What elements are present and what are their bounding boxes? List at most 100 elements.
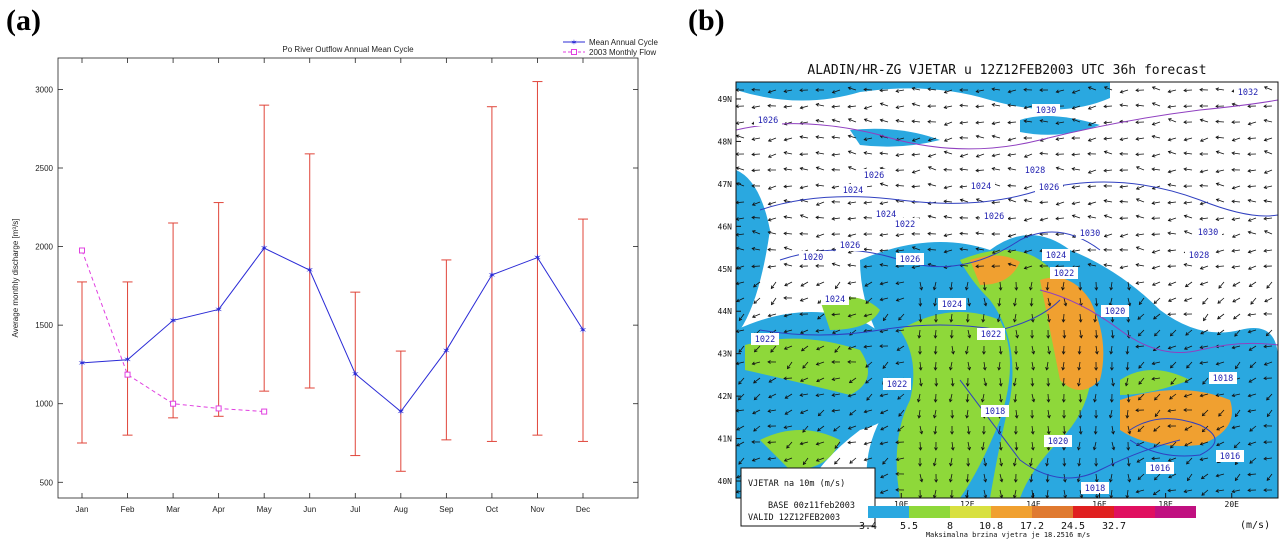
isobar-label-bg bbox=[883, 378, 911, 390]
isobar-label-bg bbox=[1209, 372, 1237, 384]
isobar-label: 1020 bbox=[1105, 307, 1125, 317]
colorbar-tick-label: 8 bbox=[947, 521, 953, 532]
series-line-0 bbox=[81, 247, 584, 413]
isobar-label-bg bbox=[967, 180, 995, 192]
isobar-label-bg bbox=[980, 210, 1008, 222]
data-point-square bbox=[261, 408, 268, 415]
series-group: ✶ ✶ ✶ ✶ ✶ ✶ ✶ ✶ ✶ ✶ ✶ ✶ bbox=[78, 244, 587, 418]
data-point-star: ✶ bbox=[123, 355, 131, 366]
isobar-label-bg bbox=[1146, 462, 1174, 474]
isobar-label-bg bbox=[839, 184, 867, 196]
isobar-label: 1028 bbox=[1025, 166, 1045, 176]
isobar-label: 1016 bbox=[1220, 452, 1240, 462]
isobar-label: 1016 bbox=[1150, 464, 1170, 474]
isobar-label: 1026 bbox=[864, 171, 884, 181]
x-tick-label: Sep bbox=[439, 505, 454, 514]
isobar-label-bg bbox=[1035, 181, 1063, 193]
x-tick-label: Jul bbox=[350, 505, 360, 514]
isobar-label-bg bbox=[1044, 435, 1072, 447]
y-tick-label: 3000 bbox=[35, 85, 53, 94]
colorbar-tick-label: 10.8 bbox=[979, 521, 1003, 532]
discharge-chart: Po River Outflow Annual Mean Cycle 500 10… bbox=[11, 38, 658, 514]
isobar-label: 1020 bbox=[803, 253, 823, 263]
legend-entry: Mean Annual Cycle bbox=[589, 38, 658, 47]
colorbar-unit: (m/s) bbox=[1240, 520, 1270, 531]
isobar-label-bg bbox=[754, 114, 782, 126]
isobar-labels: 1032 1030 1030 1030 1028 1028 1026 1026 1026 1026… bbox=[751, 86, 1262, 494]
data-point-star: ✶ bbox=[351, 369, 359, 380]
y-tick-label: 2000 bbox=[35, 243, 53, 252]
isobar-label-bg bbox=[1042, 249, 1070, 261]
isobar-label-bg bbox=[751, 333, 779, 345]
isobar-label: 1022 bbox=[755, 335, 775, 345]
legend-marker bbox=[571, 49, 577, 55]
isobar-label: 1020 bbox=[1048, 437, 1068, 447]
legend-box-line2: BASE 00z11feb2003 bbox=[768, 501, 855, 511]
isobar-label: 1024 bbox=[876, 210, 896, 220]
isobar-label: 1030 bbox=[1198, 228, 1218, 238]
y-tick-label: 2500 bbox=[35, 164, 53, 173]
latitude-axis: 49N 48N 47N 46N 45N 44N 43N 42N 41N 40N bbox=[718, 95, 741, 486]
isobar-label-bg bbox=[1050, 267, 1078, 279]
lat-tick-label: 48N bbox=[718, 137, 733, 146]
wind-vectors bbox=[736, 86, 1273, 498]
y-tick-label: 1500 bbox=[35, 321, 53, 330]
isobar-label-bg bbox=[1032, 104, 1060, 116]
colorbar-caption: Maksimalna brzina vjetra je 18.2516 m/s bbox=[926, 531, 1090, 539]
isobar-label-bg bbox=[1216, 450, 1244, 462]
y-tick-label: 500 bbox=[40, 478, 54, 487]
colorbar-tick-label: 3.4 bbox=[859, 521, 877, 532]
isobar-label: 1024 bbox=[843, 186, 863, 196]
legend-box-line1: VJETAR na 10m (m/s) bbox=[748, 479, 845, 489]
isobar-label: 1028 bbox=[1189, 251, 1209, 261]
colorbar-swatch bbox=[991, 506, 1032, 518]
x-tick-label: Oct bbox=[486, 505, 499, 514]
legend-marker: ✶ bbox=[571, 38, 578, 47]
lat-tick-label: 44N bbox=[718, 307, 733, 316]
y-axis-label: Average monthly discharge [m³/s] bbox=[11, 218, 20, 337]
data-point-square bbox=[124, 371, 131, 378]
x-tick-label: Jan bbox=[76, 505, 89, 514]
data-point-star: ✶ bbox=[169, 316, 177, 327]
isobar-label: 1026 bbox=[1039, 183, 1059, 193]
isobar-label-bg bbox=[1076, 227, 1104, 239]
x-tick-label: Mar bbox=[166, 505, 180, 514]
lat-tick-label: 43N bbox=[718, 350, 733, 359]
isobar-label-bg bbox=[1185, 249, 1213, 261]
isobar-label: 1018 bbox=[985, 407, 1005, 417]
colorbar-tick-label: 5.5 bbox=[900, 521, 918, 532]
lat-tick-label: 47N bbox=[718, 180, 733, 189]
lat-tick-label: 42N bbox=[718, 392, 733, 401]
isobar-label-bg bbox=[836, 239, 864, 251]
isobar-label: 1030 bbox=[1036, 106, 1056, 116]
isobar-label-bg bbox=[896, 253, 924, 265]
isobar-label-bg bbox=[981, 405, 1009, 417]
isobar-label: 1026 bbox=[840, 241, 860, 251]
panel-label-b: (b) bbox=[688, 4, 725, 37]
x-tick-label: Nov bbox=[530, 505, 544, 514]
y-tick-label: 1000 bbox=[35, 400, 53, 409]
x-tick-label: Aug bbox=[394, 505, 408, 514]
lon-tick-label: 16E bbox=[1092, 500, 1107, 509]
isobar-label-bg bbox=[938, 298, 966, 310]
x-tick-label: Feb bbox=[121, 505, 135, 514]
data-point-star: ✶ bbox=[488, 270, 496, 281]
data-point-star: ✶ bbox=[579, 325, 587, 336]
colorbar-tick-label: 32.7 bbox=[1102, 521, 1126, 532]
isobar-label-bg bbox=[1234, 86, 1262, 98]
colorbar-swatch bbox=[1155, 506, 1196, 518]
data-point-square bbox=[79, 247, 85, 254]
lon-tick-label: 20E bbox=[1225, 500, 1240, 509]
map-legend-box: VJETAR na 10m (m/s) BASE 00z11feb2003 VA… bbox=[740, 467, 876, 527]
lon-tick-label: 18E bbox=[1158, 500, 1173, 509]
colorbar-tick-label: 17.2 bbox=[1020, 521, 1044, 532]
isobar-label-bg bbox=[1194, 226, 1222, 238]
data-point-star: ✶ bbox=[533, 253, 541, 264]
isobar-label: 1022 bbox=[895, 220, 915, 230]
legend-entry: 2003 Monthly Flow bbox=[589, 48, 656, 57]
lon-tick-label: 12E bbox=[960, 500, 975, 509]
colorbar-tick-label: 24.5 bbox=[1061, 521, 1085, 532]
x-tick-label: Apr bbox=[212, 505, 225, 514]
